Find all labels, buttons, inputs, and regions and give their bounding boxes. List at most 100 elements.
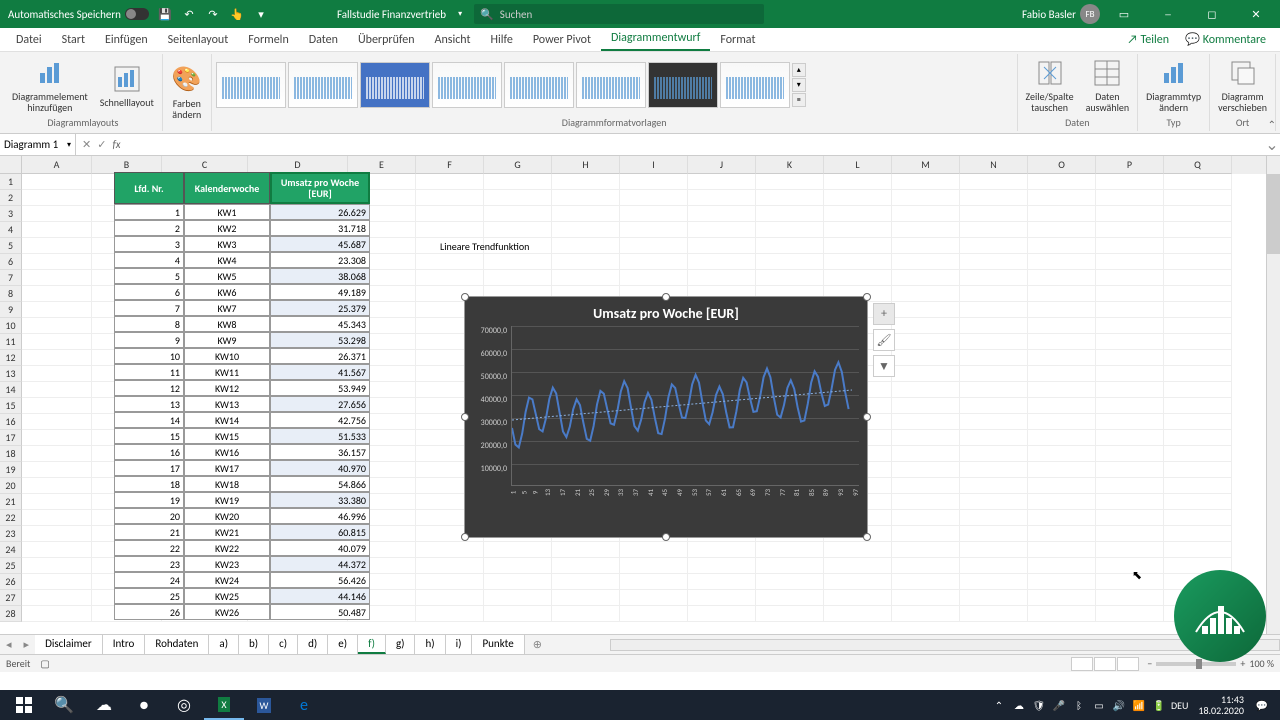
table-cell[interactable]: 10: [114, 348, 184, 364]
table-cell[interactable]: 14: [114, 412, 184, 428]
cell[interactable]: [1164, 174, 1232, 190]
col-header[interactable]: P: [1096, 156, 1164, 174]
cell[interactable]: [824, 206, 892, 222]
cell[interactable]: [688, 606, 756, 622]
chrome-icon[interactable]: ●: [124, 690, 164, 720]
cell[interactable]: [1028, 366, 1096, 382]
cell[interactable]: [1028, 206, 1096, 222]
lang-indicator[interactable]: DEU: [1171, 699, 1188, 712]
table-cell[interactable]: KW22: [184, 540, 270, 556]
sheet-tab[interactable]: e): [328, 635, 358, 654]
table-cell[interactable]: KW13: [184, 396, 270, 412]
table-cell[interactable]: 40.079: [270, 540, 370, 556]
cell[interactable]: [892, 606, 960, 622]
row-header[interactable]: 17: [0, 430, 22, 446]
cell[interactable]: [892, 590, 960, 606]
cell[interactable]: [1164, 398, 1232, 414]
cell[interactable]: [22, 302, 92, 318]
table-cell[interactable]: 38.068: [270, 268, 370, 284]
col-header[interactable]: Q: [1164, 156, 1232, 174]
tab-datei[interactable]: Datei: [6, 29, 52, 51]
table-cell[interactable]: 53.298: [270, 332, 370, 348]
cell[interactable]: [484, 558, 552, 574]
table-cell[interactable]: KW3: [184, 236, 270, 252]
ribbon-mode-icon[interactable]: ▭: [1104, 0, 1144, 28]
table-cell[interactable]: 46.996: [270, 508, 370, 524]
cell[interactable]: [688, 574, 756, 590]
cell[interactable]: [552, 190, 620, 206]
row-header[interactable]: 3: [0, 206, 22, 222]
table-cell[interactable]: 42.756: [270, 412, 370, 428]
cell[interactable]: [1028, 334, 1096, 350]
cell[interactable]: [1096, 510, 1164, 526]
cell[interactable]: [1164, 222, 1232, 238]
col-header[interactable]: I: [620, 156, 688, 174]
word-taskbar-icon[interactable]: W: [244, 690, 284, 720]
share-button[interactable]: ↗ Teilen: [1119, 29, 1177, 51]
header-kw[interactable]: Kalenderwoche: [184, 172, 270, 204]
notifications-icon[interactable]: 💬: [1254, 697, 1270, 713]
close-icon[interactable]: ✕: [1236, 0, 1276, 28]
cell[interactable]: [1096, 430, 1164, 446]
col-header[interactable]: G: [484, 156, 552, 174]
cell[interactable]: [824, 174, 892, 190]
cell[interactable]: [1028, 302, 1096, 318]
tab-format[interactable]: Format: [710, 29, 765, 51]
col-header[interactable]: A: [22, 156, 92, 174]
table-cell[interactable]: 8: [114, 316, 184, 332]
cell[interactable]: [1028, 462, 1096, 478]
cell[interactable]: [824, 222, 892, 238]
row-header[interactable]: 20: [0, 478, 22, 494]
confirm-edit-icon[interactable]: ✓: [97, 138, 106, 151]
tab-überprüfen[interactable]: Überprüfen: [348, 29, 425, 51]
cell[interactable]: [960, 382, 1028, 398]
cell[interactable]: [892, 334, 960, 350]
table-cell[interactable]: KW12: [184, 380, 270, 396]
cell[interactable]: [552, 542, 620, 558]
row-header[interactable]: 6: [0, 254, 22, 270]
table-cell[interactable]: KW21: [184, 524, 270, 540]
search-box[interactable]: 🔍 Suchen: [474, 4, 764, 24]
normal-view-icon[interactable]: [1071, 657, 1093, 671]
table-cell[interactable]: KW19: [184, 492, 270, 508]
cell[interactable]: [1096, 590, 1164, 606]
table-cell[interactable]: 49.189: [270, 284, 370, 300]
table-cell[interactable]: KW26: [184, 604, 270, 620]
table-cell[interactable]: 45.687: [270, 236, 370, 252]
cell[interactable]: [620, 606, 688, 622]
weather-icon[interactable]: ☁: [84, 690, 124, 720]
cell[interactable]: [824, 238, 892, 254]
row-header[interactable]: 24: [0, 542, 22, 558]
cell[interactable]: [22, 542, 92, 558]
cell[interactable]: [1028, 494, 1096, 510]
row-header[interactable]: 25: [0, 558, 22, 574]
cell[interactable]: [892, 174, 960, 190]
cell[interactable]: [892, 318, 960, 334]
start-icon[interactable]: [4, 690, 44, 720]
table-cell[interactable]: 50.487: [270, 604, 370, 620]
display-icon[interactable]: ▭: [1091, 697, 1107, 713]
cell[interactable]: [484, 206, 552, 222]
cell[interactable]: [1164, 318, 1232, 334]
cell[interactable]: [960, 270, 1028, 286]
table-cell[interactable]: KW23: [184, 556, 270, 572]
cell[interactable]: [1164, 270, 1232, 286]
expand-formula-icon[interactable]: ⌄: [1264, 135, 1280, 155]
cell[interactable]: [1096, 606, 1164, 622]
cell[interactable]: [960, 478, 1028, 494]
cell[interactable]: [416, 590, 484, 606]
search-taskbar-icon[interactable]: 🔍: [44, 690, 84, 720]
wifi-icon[interactable]: 📶: [1131, 697, 1147, 713]
sheet-tab[interactable]: a): [209, 635, 239, 654]
cell[interactable]: [22, 206, 92, 222]
table-cell[interactable]: KW4: [184, 252, 270, 268]
cell[interactable]: [1164, 510, 1232, 526]
cell[interactable]: [22, 382, 92, 398]
row-header[interactable]: 14: [0, 382, 22, 398]
cell[interactable]: [1096, 366, 1164, 382]
cell[interactable]: [824, 254, 892, 270]
cell[interactable]: [1096, 542, 1164, 558]
cell[interactable]: [960, 190, 1028, 206]
table-cell[interactable]: 33.380: [270, 492, 370, 508]
cell[interactable]: [1096, 382, 1164, 398]
